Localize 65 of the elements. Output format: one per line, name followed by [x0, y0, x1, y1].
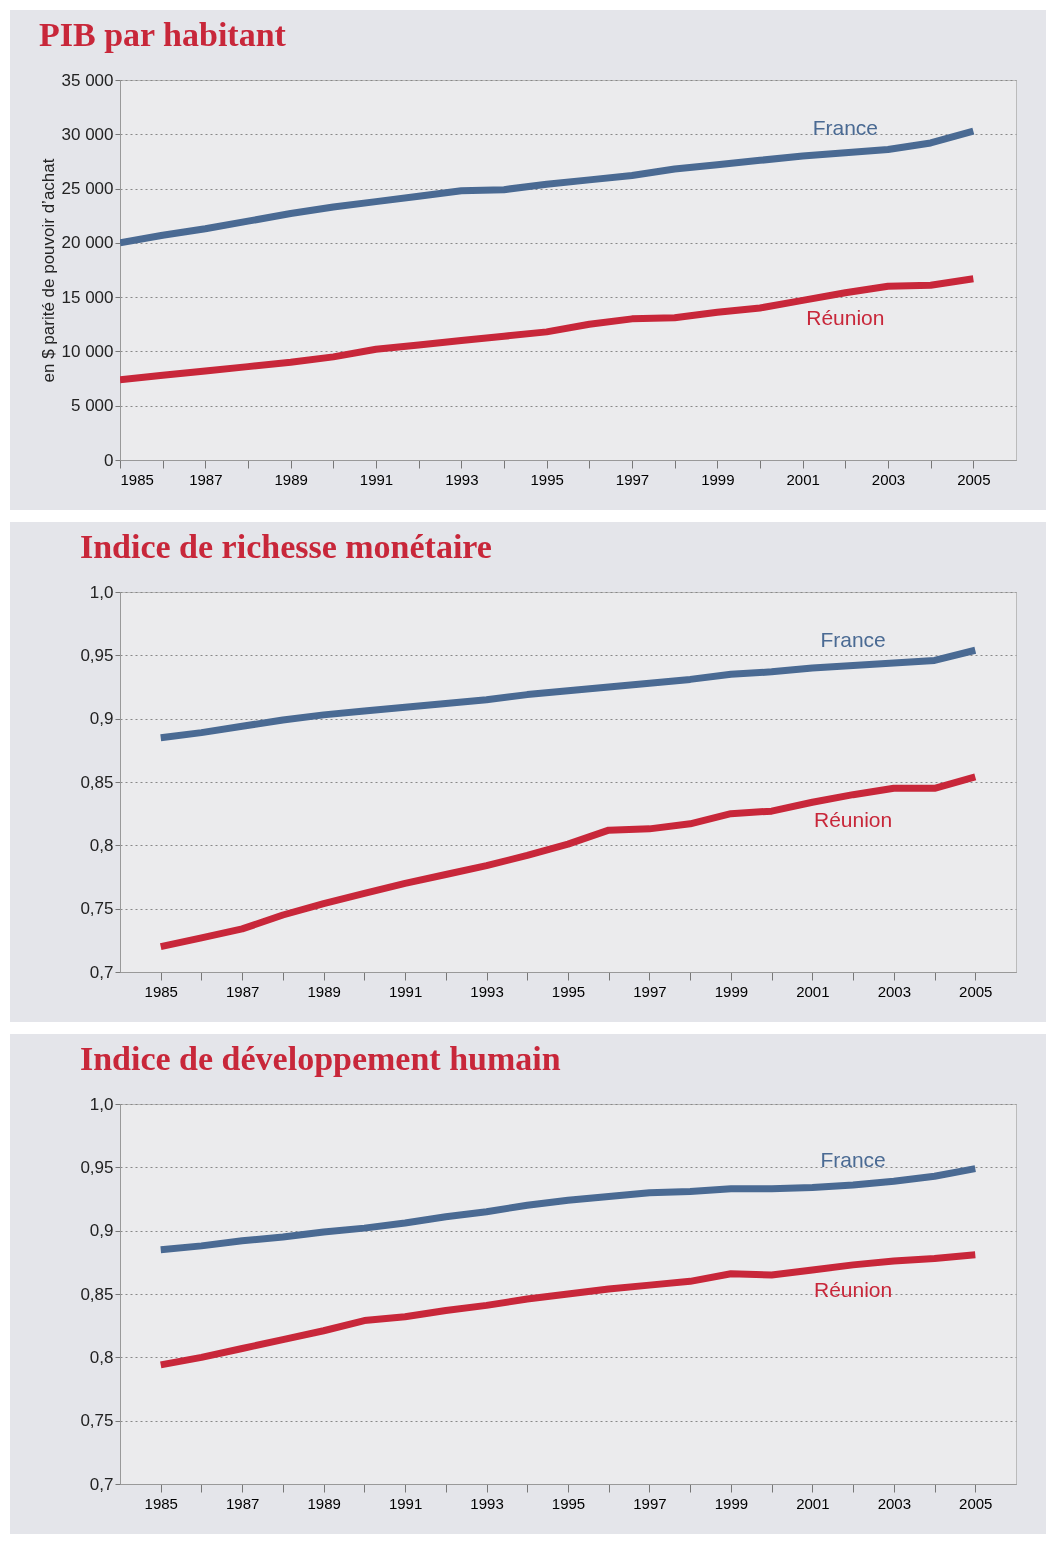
chart-title: Indice de richesse monétaire [79, 528, 492, 565]
x-tick-label: 1999 [714, 1494, 749, 1512]
y-tick-label: 0,95 [80, 645, 114, 665]
series-label: France [812, 115, 879, 139]
x-tick-label: 2005 [959, 1494, 993, 1512]
x-tick-label: 1993 [445, 470, 479, 488]
y-tick-label: 0,7 [89, 1474, 114, 1494]
x-tick-label: 1991 [388, 1494, 423, 1512]
x-tick-label: 1997 [615, 470, 650, 488]
y-tick-label: 1,0 [89, 1094, 114, 1114]
x-tick-label: 1985 [144, 1494, 178, 1512]
x-tick-label: 1989 [307, 1494, 341, 1512]
x-tick-label: 2003 [877, 982, 912, 1000]
y-tick-label: 0,9 [89, 1221, 114, 1241]
x-tick-label: 1991 [359, 470, 394, 488]
y-tick-label: 35 000 [61, 70, 114, 90]
x-tick-label: 1993 [470, 982, 504, 1000]
series-label: Réunion [813, 1277, 893, 1301]
y-tick-label: 0,9 [89, 709, 114, 729]
y-tick-label: 15 000 [61, 287, 114, 307]
x-tick-label: 1987 [225, 982, 260, 1000]
x-tick-label: 1995 [551, 982, 586, 1000]
x-tick-label: 1987 [189, 470, 223, 488]
y-tick-label: 0,7 [89, 962, 114, 982]
x-tick-label: 2005 [957, 470, 991, 488]
y-tick-label: 5 000 [70, 396, 114, 416]
y-tick-label: 0,75 [80, 899, 114, 919]
x-tick-label: 2001 [796, 982, 830, 1000]
y-axis-title: en $ parité de pouvoir d’achat [38, 158, 58, 383]
y-tick-label: 20 000 [61, 233, 114, 253]
x-tick-label: 2001 [796, 1494, 830, 1512]
x-tick-label: 1999 [714, 982, 749, 1000]
x-tick-label: 1991 [388, 982, 423, 1000]
chart-title: Indice de développement humain [79, 1040, 561, 1077]
x-tick-label: 1987 [225, 1494, 260, 1512]
x-tick-label: 1997 [633, 1494, 667, 1512]
y-tick-label: 25 000 [61, 179, 114, 199]
x-tick-label: 1985 [144, 982, 178, 1000]
x-tick-label: 1989 [307, 982, 341, 1000]
x-tick-label: 1985 [120, 470, 154, 488]
y-tick-label: 0,75 [80, 1411, 114, 1431]
x-tick-label: 2001 [786, 470, 820, 488]
x-tick-label: 2005 [959, 982, 993, 1000]
y-tick-label: 0,95 [80, 1157, 114, 1177]
y-tick-label: 0,85 [80, 1284, 114, 1304]
y-tick-label: 1,0 [89, 582, 114, 602]
x-tick-label: 1999 [701, 470, 735, 488]
y-tick-label: 0,85 [80, 772, 114, 792]
chart-title: PIB par habitant [39, 16, 287, 53]
series-label: France [820, 1148, 886, 1172]
y-tick-label: 0 [104, 450, 114, 470]
x-tick-label: 1989 [274, 470, 308, 488]
x-tick-label: 1995 [530, 470, 564, 488]
series-label: France [820, 628, 886, 652]
y-tick-label: 10 000 [61, 341, 114, 361]
y-tick-label: 30 000 [61, 124, 114, 144]
series-label: Réunion [806, 305, 885, 329]
y-tick-label: 0,8 [89, 1347, 114, 1367]
y-tick-label: 0,8 [89, 835, 114, 855]
series-label: Réunion [813, 807, 893, 831]
x-tick-label: 1995 [551, 1494, 586, 1512]
x-tick-label: 2003 [871, 470, 906, 488]
x-tick-label: 2003 [877, 1494, 912, 1512]
x-tick-label: 1997 [633, 982, 667, 1000]
x-tick-label: 1993 [470, 1494, 504, 1512]
